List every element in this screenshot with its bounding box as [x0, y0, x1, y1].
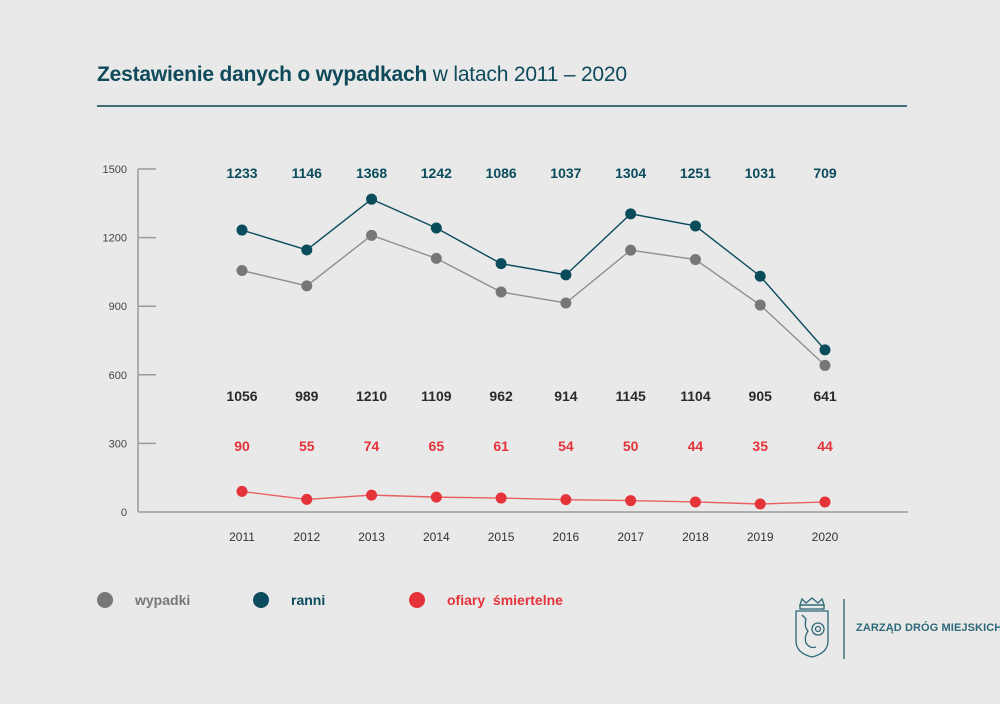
- data-point-ofiary: [819, 496, 831, 508]
- x-tick-label: 2017: [617, 530, 644, 544]
- data-label-ofiary: 55: [299, 438, 315, 454]
- data-label-ranni: 1031: [745, 165, 776, 181]
- data-point-ranni: [430, 222, 442, 234]
- data-point-ranni: [560, 269, 572, 281]
- x-tick-label: 2014: [423, 530, 450, 544]
- data-label-ranni: 1251: [680, 165, 711, 181]
- data-label-wypadki: 1104: [680, 388, 711, 404]
- data-label-ofiary: 74: [364, 438, 380, 454]
- data-label-ofiary: 90: [234, 438, 250, 454]
- y-tick-label: 600: [109, 370, 127, 382]
- series-line-wypadki: [241, 234, 826, 366]
- data-point-wypadki: [366, 229, 378, 241]
- data-point-wypadki: [495, 286, 507, 298]
- data-label-wypadki: 905: [749, 388, 773, 404]
- data-point-ofiary: [366, 489, 378, 501]
- legend-item-ofiary: ofiary śmiertelne: [409, 592, 563, 608]
- x-tick-label: 2013: [358, 530, 385, 544]
- data-point-ranni: [301, 244, 313, 256]
- data-point-ofiary: [560, 494, 572, 506]
- x-tick-label: 2015: [488, 530, 515, 544]
- legend-dot-ofiary: [409, 592, 425, 608]
- data-point-ranni: [495, 258, 507, 270]
- y-tick-label: 0: [121, 507, 127, 519]
- data-point-ofiary: [430, 491, 442, 503]
- data-point-ranni: [366, 193, 378, 205]
- data-label-ranni: 1233: [226, 165, 257, 181]
- data-point-wypadki: [754, 299, 766, 311]
- data-label-ranni: 1146: [292, 165, 323, 181]
- x-tick-label: 2019: [747, 530, 774, 544]
- x-tick-label: 2011: [229, 530, 255, 544]
- data-point-ofiary: [689, 496, 701, 508]
- warsaw-coat-of-arms-icon: [795, 597, 829, 658]
- data-point-ofiary: [236, 485, 248, 497]
- data-label-wypadki: 1145: [615, 388, 646, 404]
- data-point-wypadki: [560, 297, 572, 309]
- data-label-wypadki: 989: [295, 388, 319, 404]
- data-label-wypadki: 641: [813, 388, 837, 404]
- data-label-wypadki: 1109: [421, 388, 452, 404]
- data-label-ofiary: 54: [558, 438, 574, 454]
- data-point-ranni: [819, 344, 831, 356]
- data-point-wypadki: [625, 244, 637, 256]
- series-line-ofiary: [241, 490, 826, 505]
- data-label-wypadki: 1056: [226, 388, 257, 404]
- title-divider: [97, 105, 907, 107]
- data-label-ofiary: 44: [688, 438, 704, 454]
- y-tick-label: 1500: [103, 164, 127, 176]
- y-tick-label: 900: [109, 301, 127, 313]
- data-label-ofiary: 65: [429, 438, 445, 454]
- data-point-ranni: [689, 220, 701, 232]
- data-label-ranni: 1304: [615, 165, 646, 181]
- data-point-wypadki: [430, 252, 442, 264]
- x-tick-label: 2018: [682, 530, 709, 544]
- data-point-ranni: [754, 270, 766, 282]
- data-label-wypadki: 914: [554, 388, 578, 404]
- data-point-ofiary: [625, 495, 637, 507]
- logo-text: ZARZĄD DRÓG MIEJSKICH: [856, 622, 1000, 634]
- data-label-ofiary: 44: [817, 438, 833, 454]
- series-line-ranni: [241, 198, 826, 351]
- legend-item-ranni: ranni: [253, 592, 325, 608]
- chart-title: Zestawienie danych o wypadkach w latach …: [97, 63, 627, 87]
- legend: wypadki ranni ofiary śmiertelne: [0, 592, 1000, 616]
- x-tick-label: 2012: [293, 530, 320, 544]
- data-point-ranni: [236, 224, 248, 236]
- data-label-ofiary: 50: [623, 438, 639, 454]
- legend-label-ofiary: ofiary śmiertelne: [447, 592, 563, 608]
- x-tick-label: 2020: [812, 530, 839, 544]
- legend-label-wypadki: wypadki: [135, 592, 191, 608]
- logo-divider: [843, 599, 845, 659]
- legend-dot-ranni: [253, 592, 269, 608]
- data-point-wypadki: [301, 280, 313, 292]
- data-label-ranni: 1242: [421, 165, 452, 181]
- data-label-ranni: 1368: [356, 165, 387, 181]
- data-label-ofiary: 61: [493, 438, 509, 454]
- legend-item-wypadki: wypadki: [97, 592, 190, 608]
- data-label-wypadki: 962: [489, 388, 513, 404]
- data-label-ranni: 1086: [486, 165, 517, 181]
- data-point-wypadki: [819, 359, 831, 371]
- data-point-ofiary: [754, 498, 766, 510]
- title-bold: Zestawienie danych o wypadkach: [97, 63, 428, 86]
- data-point-ofiary: [495, 492, 507, 504]
- data-label-ranni: 1037: [550, 165, 581, 181]
- data-label-ofiary: 35: [752, 438, 768, 454]
- y-tick-label: 1200: [103, 233, 127, 245]
- data-label-ranni: 709: [813, 165, 837, 181]
- data-label-wypadki: 1210: [356, 388, 387, 404]
- data-point-wypadki: [236, 265, 248, 277]
- y-tick-label: 300: [109, 438, 127, 450]
- data-point-ranni: [625, 208, 637, 220]
- data-point-wypadki: [689, 254, 701, 266]
- data-point-ofiary: [301, 493, 313, 505]
- legend-label-ranni: ranni: [291, 592, 326, 608]
- x-tick-label: 2016: [553, 530, 580, 544]
- legend-dot-wypadki: [97, 592, 113, 608]
- title-regular: w latach 2011 – 2020: [432, 63, 627, 86]
